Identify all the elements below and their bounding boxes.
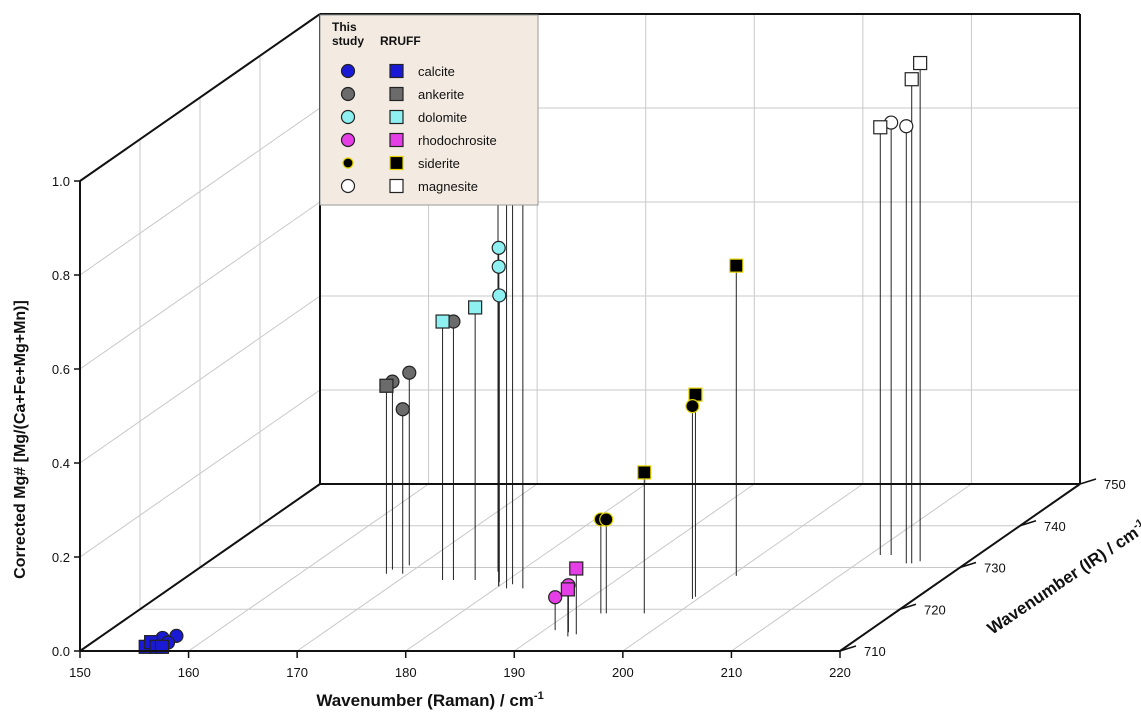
point-siderite-rruff	[637, 465, 652, 480]
floor-grid-line	[514, 483, 755, 652]
legend-marker-this-study-rhodochrosite	[340, 132, 356, 148]
x-axis-title-text: Wavenumber (Raman) / cm	[316, 691, 534, 710]
legend-header-study: This study	[332, 20, 364, 48]
legend-label-magnesite: magnesite	[418, 179, 478, 194]
point-siderite-rruff	[688, 387, 703, 402]
point-dolomite-rruff	[435, 314, 450, 329]
z-tick-label: 710	[864, 644, 886, 659]
z-tick-mark	[1019, 520, 1037, 527]
chart-grid	[79, 13, 1081, 652]
x-tick-label: 200	[612, 665, 634, 680]
floor-grid-line	[188, 483, 429, 652]
legend-label-ankerite: ankerite	[418, 87, 464, 102]
point-siderite-rruff	[729, 258, 744, 273]
point-magnesite-rruff	[873, 120, 888, 135]
legend-marker-rruff-rhodochrosite	[389, 132, 404, 148]
z-tick-label: 730	[984, 561, 1006, 576]
legend-marker-this-study-magnesite	[340, 178, 356, 194]
y-axis-title: Corrected Mg# [Mg/(Ca+Fe+Mg+Mn)]	[12, 300, 29, 579]
point-dolomite-rruff	[468, 300, 483, 315]
x-tick-label: 220	[829, 665, 851, 680]
z-tick-mark	[899, 603, 917, 610]
y-tick-label: 0.2	[52, 550, 70, 565]
y-tick-label: 0.4	[52, 456, 70, 471]
x-tick-label: 160	[178, 665, 200, 680]
y-tick-label: 0.8	[52, 268, 70, 283]
point-rhodochrosite-rruff	[569, 561, 584, 576]
point-ankerite-rruff	[379, 378, 394, 393]
x-tick-label: 210	[721, 665, 743, 680]
z-tick-label: 720	[924, 602, 946, 617]
z-tick-mark	[1079, 478, 1097, 485]
floor-grid-line	[731, 483, 972, 652]
point-magnesite-rruff	[904, 72, 919, 87]
legend-header-rruff: RRUFF	[380, 34, 421, 48]
legend-marker-this-study-ankerite	[340, 86, 356, 102]
legend-marker-this-study-siderite	[342, 157, 354, 169]
legend-marker-rruff-ankerite	[389, 86, 404, 102]
y-tick-label: 1.0	[52, 174, 70, 189]
point-siderite-this-study	[685, 399, 700, 414]
legend-marker-this-study-calcite	[340, 63, 356, 79]
box-frame-edge	[79, 13, 321, 182]
x-axis-title: Wavenumber (Raman) / cm-1	[316, 690, 543, 710]
x-tick-label: 190	[503, 665, 525, 680]
chart-legend: This study RRUFF calcite ankerite dolomite rho…	[319, 14, 539, 206]
legend-label-dolomite: dolomite	[418, 110, 467, 125]
x-tick-label: 150	[69, 665, 91, 680]
point-rhodochrosite-rruff	[560, 582, 575, 597]
legend-marker-rruff-siderite	[389, 155, 404, 171]
legend-marker-this-study-dolomite	[340, 109, 356, 125]
legend-label-siderite: siderite	[418, 156, 460, 171]
point-rhodochrosite-this-study	[548, 590, 563, 605]
z-axis-title-unit-sup: -1	[1131, 517, 1141, 532]
point-ankerite-this-study	[395, 402, 410, 417]
floor-grid-line	[296, 483, 538, 652]
x-tick-label: 170	[286, 665, 308, 680]
point-siderite-this-study	[599, 512, 614, 527]
x-tick-label: 180	[395, 665, 417, 680]
z-tick-mark	[959, 561, 977, 569]
z-tick-label: 740	[1044, 519, 1066, 534]
floor-grid-line	[622, 483, 864, 652]
legend-marker-rruff-calcite	[389, 63, 404, 79]
point-magnesite-this-study	[899, 119, 914, 134]
y-tick-label: 0.0	[52, 644, 70, 659]
y-tick-label: 0.6	[52, 362, 70, 377]
z-tick-mark	[839, 645, 857, 652]
point-dolomite-this-study	[492, 288, 507, 303]
box-frame-edge	[79, 483, 321, 652]
legend-box	[319, 14, 539, 206]
legend-label-calcite: calcite	[418, 64, 455, 79]
x-axis-title-unit-sup: -1	[534, 690, 544, 702]
point-dolomite-this-study	[491, 240, 506, 255]
point-ankerite-this-study	[402, 365, 417, 380]
legend-marker-rruff-magnesite	[389, 178, 404, 194]
point-dolomite-this-study	[491, 259, 506, 274]
legend-marker-rruff-dolomite	[389, 109, 404, 125]
point-magnesite-rruff	[913, 55, 928, 71]
chart-axes: 150 160 170 180 190 200 210 220 710 720 730 740 750 0…	[52, 13, 1126, 680]
floor-grid-line	[405, 483, 646, 652]
legend-label-rhodochrosite: rhodochrosite	[418, 133, 497, 148]
z-tick-label: 750	[1104, 477, 1126, 492]
chart-stems	[385, 63, 921, 637]
z-axis-title-text: Wavenumber (IR) / cm	[984, 523, 1141, 638]
